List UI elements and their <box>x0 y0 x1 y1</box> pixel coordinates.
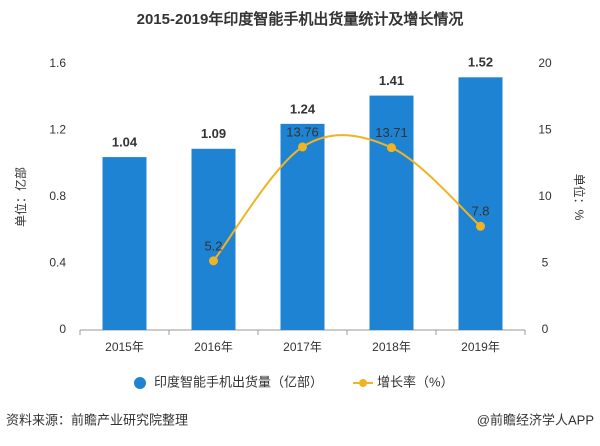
line-point <box>298 142 307 152</box>
y-tick-label: 0.4 <box>49 256 66 270</box>
x-tick-label: 2019年 <box>461 340 500 354</box>
x-tick-label: 2015年 <box>105 340 144 354</box>
y-axis-label: 单位：亿部 <box>13 167 28 227</box>
credit: @前瞻经济学人APP <box>477 412 594 427</box>
y2-tick-label: 5 <box>542 256 549 270</box>
x-tick-label: 2018年 <box>372 340 411 354</box>
legend-swatch <box>134 377 146 389</box>
y-tick-label: 0 <box>59 322 66 336</box>
y-tick-label: 1.2 <box>49 123 66 137</box>
bar <box>102 157 147 330</box>
y2-tick-label: 20 <box>538 56 552 70</box>
line-value-label: 13.71 <box>375 125 408 140</box>
line-point <box>387 143 396 153</box>
y2-tick-label: 15 <box>538 123 552 137</box>
legend-label: 增长率（%） <box>377 374 454 389</box>
bar-value-label: 1.09 <box>201 126 226 141</box>
y2-tick-label: 10 <box>538 189 552 203</box>
line-value-label: 7.8 <box>471 204 489 219</box>
legend-swatch <box>359 379 368 387</box>
bar-value-label: 1.24 <box>290 101 316 116</box>
y2-axis-label: 单位：% <box>572 174 587 221</box>
line-value-label: 13.76 <box>286 124 319 139</box>
line-point <box>209 256 218 266</box>
bar-value-label: 1.04 <box>112 135 138 150</box>
x-tick-label: 2017年 <box>283 340 322 354</box>
legend-label: 印度智能手机出货量（亿部） <box>154 374 323 389</box>
bar <box>458 77 503 330</box>
y-tick-label: 1.6 <box>49 56 66 70</box>
line-point <box>476 221 485 231</box>
chart-title: 2015-2019年印度智能手机出货量统计及增长情况 <box>137 10 464 28</box>
line <box>212 134 482 262</box>
x-tick-label: 2016年 <box>194 340 233 354</box>
y2-tick-label: 0 <box>542 322 549 336</box>
bar-value-label: 1.52 <box>468 55 493 70</box>
bar <box>369 95 414 331</box>
bar-value-label: 1.41 <box>379 73 404 88</box>
bar <box>280 123 325 330</box>
source: 资料来源：前瞻产业研究院整理 <box>6 412 188 427</box>
line-value-label: 5.2 <box>204 238 222 253</box>
y-tick-label: 0.8 <box>49 189 66 203</box>
